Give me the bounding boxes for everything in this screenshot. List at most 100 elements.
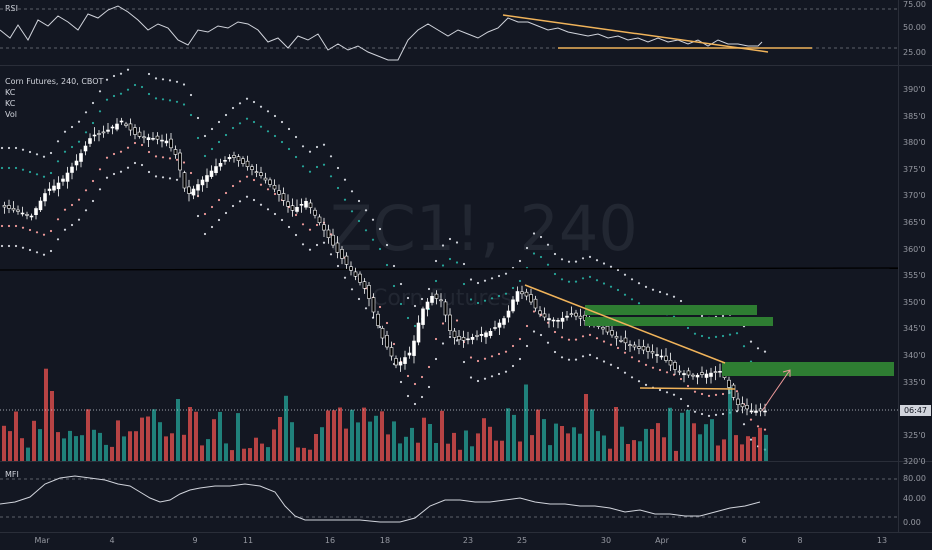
kc-lower-inner-dot [476,359,480,363]
kc-lower-outer-dot [56,238,60,241]
kc-lower-inner-dot [630,356,634,359]
kc-lower-outer-dot [161,176,165,179]
kc-lower-inner-dot [532,310,536,313]
volume-bar [512,414,516,461]
volume-bar [128,431,132,461]
candle-body [25,214,29,216]
candle-body [61,178,65,182]
target-zone [722,362,894,376]
candle-body [403,357,407,364]
rsi-plot[interactable] [0,0,898,65]
volume-bar [320,427,324,461]
candle-body [110,126,115,129]
volume-bar [662,437,666,461]
kc-lower-inner-dot [560,336,564,339]
kc-upper-inner-dot [266,130,270,133]
kc-lower-inner-dot [735,390,739,393]
price-scale[interactable]: 390'0 385'0 380'0 375'0 370'0 365'0 360'0 355'0… [898,66,932,466]
price-tick: 360'0 [903,244,926,254]
kc-upper-outer-dot [238,102,242,105]
kc-lower-outer-dot [287,225,291,229]
kc-upper-outer-dot [420,297,424,301]
volume-bar [500,440,504,461]
kc-lower-inner-dot [168,157,172,160]
kc-upper-inner-dot [371,238,375,241]
kc-lower-inner-dot [224,191,228,195]
mfi-pane[interactable]: MFI 80.00 40.00 0.00 [0,462,932,533]
volume-bar [146,416,150,461]
kc-lower-outer-dot [280,218,284,222]
volume-bar [554,423,558,461]
kc-lower-outer-dot [553,350,557,354]
candle-body [281,193,286,201]
mfi-tick: 0.00 [903,518,921,527]
volume-bar [416,442,420,461]
volume-bar [140,417,144,461]
kc-lower-inner-dot [504,350,508,353]
kc-lower-outer-dot [476,379,480,383]
candle-body [164,140,169,144]
kc-upper-outer-dot [455,241,459,244]
candle-body [16,209,20,212]
candle-body [745,405,749,410]
kc-lower-outer-dot [168,177,172,180]
kc-lower-inner-dot [42,233,46,236]
rsi-scale[interactable]: 75.00 50.00 25.00 [898,0,932,65]
kc-lower-inner-dot [763,428,767,431]
kc-lower-outer-dot [693,410,697,413]
candle-body [250,166,254,170]
candle-body [619,339,623,342]
indicator-kc-2[interactable]: KC [5,99,16,108]
candle-body [457,335,461,341]
volume-bar [170,433,174,461]
time-tick: 6 [741,536,747,545]
candle-body [56,182,61,190]
price-tick: 345'0 [903,324,926,334]
kc-upper-outer-dot [259,105,263,108]
indicator-kc-1[interactable]: KC [5,88,16,97]
kc-lower-inner-dot [91,179,95,183]
kc-lower-outer-dot [637,380,641,383]
rsi-pane[interactable]: RSI 75.00 50.00 25.00 [0,0,932,66]
candle-body [470,336,475,340]
kc-upper-outer-dot [161,78,165,81]
kc-upper-inner-dot [336,186,340,190]
kc-lower-inner-dot [210,205,214,209]
price-tick: 350'0 [903,297,926,307]
volume-bar [92,429,96,461]
kc-upper-outer-dot [483,279,487,282]
volume-bar [152,409,156,461]
candle-body [569,313,574,315]
volume-bar [386,434,390,461]
kc-upper-inner-dot [175,100,179,103]
volume-bar [194,411,198,461]
price-pane[interactable]: Corn Futures, 240, CBOT KC KC Vol ZC1!, … [0,66,932,466]
kc-upper-outer-dot [126,68,130,71]
kc-upper-outer-dot [217,120,221,124]
kc-upper-outer-dot [168,79,172,82]
volume-bar [644,428,648,461]
candle-body [628,344,632,347]
candle-body [322,224,326,231]
kc-lower-outer-dot [441,342,445,345]
kc-lower-outer-dot [672,393,676,396]
kc-upper-inner-dot [637,302,641,305]
candle-body [317,216,322,223]
kc-upper-outer-dot [245,97,249,100]
volume-bar [332,410,336,461]
indicator-vol[interactable]: Vol [5,110,17,119]
price-plot[interactable] [0,66,898,461]
kc-upper-inner-dot [308,170,312,173]
kc-upper-outer-dot [749,340,753,343]
candle-body [196,184,200,191]
mfi-scale[interactable]: 80.00 40.00 0.00 [898,462,932,532]
kc-lower-inner-dot [154,155,158,158]
candle-body [475,335,479,337]
mfi-plot[interactable] [0,462,898,532]
price-tick: 335'0 [903,377,926,387]
candle-body [511,299,515,312]
volume-bar [254,437,258,461]
kc-upper-inner-dot [539,255,543,259]
volume-bar [548,445,552,461]
kc-upper-inner-dot [168,99,172,102]
